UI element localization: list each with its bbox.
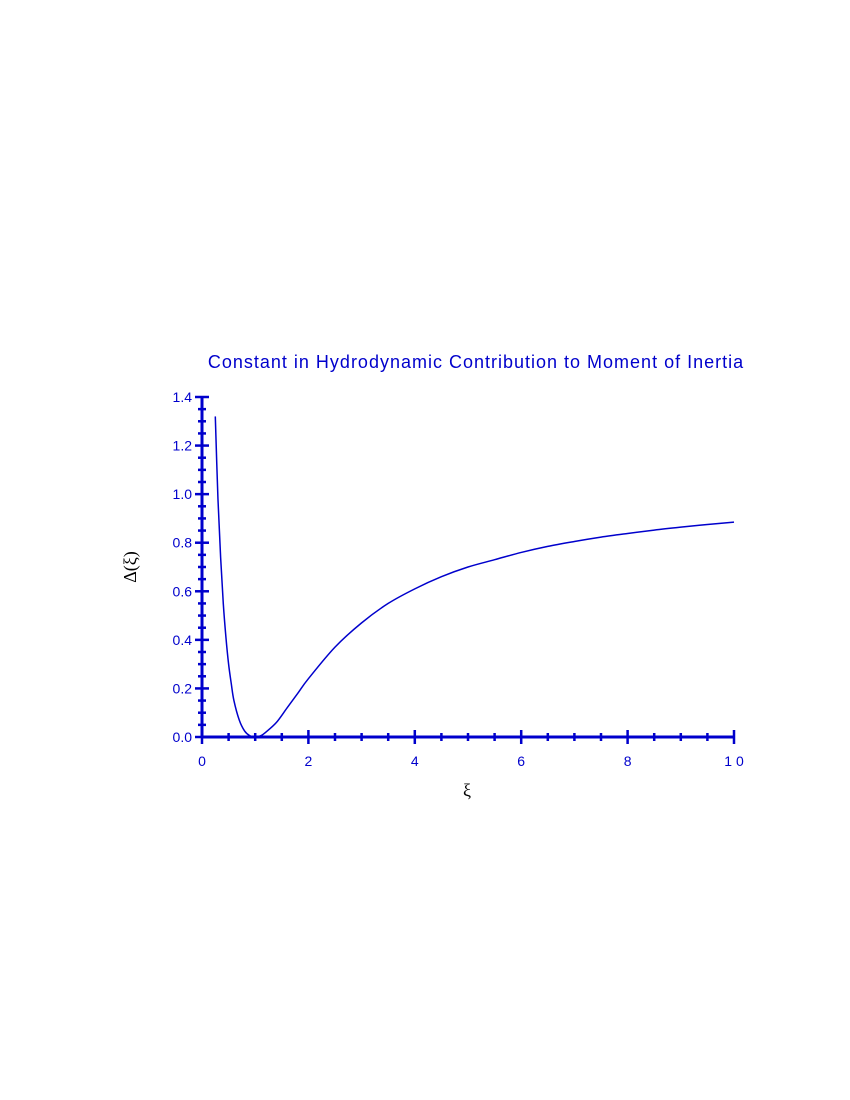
chart-title: Constant in Hydrodynamic Contribution to…	[208, 352, 744, 372]
x-tick-label: 4	[411, 753, 419, 769]
y-tick-label: 0.2	[173, 680, 193, 696]
y-tick-label: 1.2	[173, 438, 193, 454]
x-tick-labels: 0 2 4 6 8 1 0	[198, 753, 744, 769]
plot-area	[214, 416, 735, 738]
y-tick-label: 0.6	[173, 583, 193, 599]
y-axis-label: Δ(ξ)	[120, 551, 141, 583]
x-tick-label: 6	[517, 753, 525, 769]
y-tick-label: 0.0	[173, 729, 193, 745]
y-tick-label: 1.4	[173, 389, 193, 405]
x-tick-label: 2	[305, 753, 313, 769]
y-tick-label: 1.0	[173, 486, 193, 502]
y-tick-label: 0.4	[173, 632, 193, 648]
x-tick-label: 0	[198, 753, 206, 769]
y-tick-label: 0.8	[173, 535, 193, 551]
axes	[195, 395, 736, 744]
x-axis-label: ξ	[463, 780, 471, 800]
y-tick-labels: 0.0 0.2 0.4 0.6 0.8 1.0 1.2 1.4	[173, 389, 193, 745]
x-tick-label: 1 0	[724, 753, 744, 769]
x-tick-label: 8	[624, 753, 632, 769]
series-line	[214, 416, 735, 738]
